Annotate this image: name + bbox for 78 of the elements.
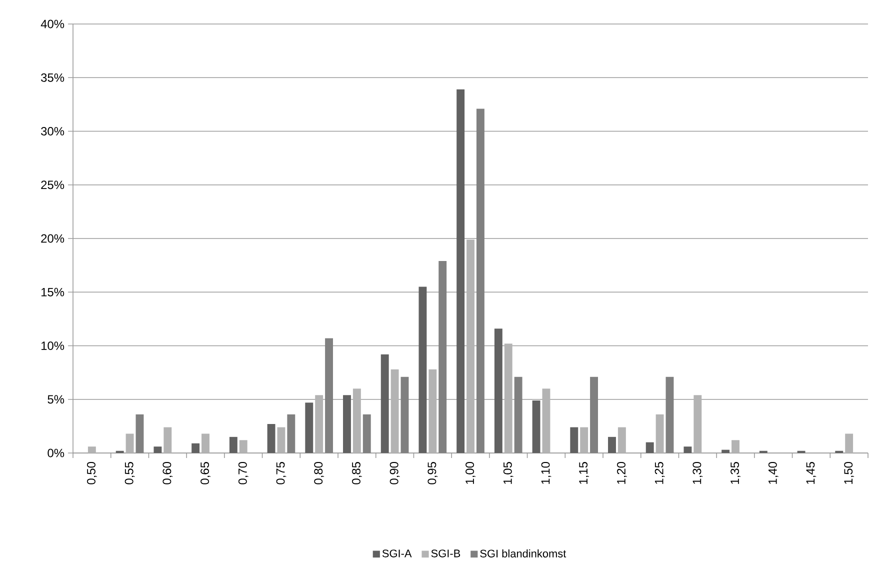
x-tick-label: 1,00 [466,462,476,484]
bar [418,286,427,453]
bar [126,434,134,453]
legend-label: SGI-A [382,550,412,558]
bar [267,424,276,453]
bar [514,376,522,453]
bar [362,414,371,453]
bar [343,395,351,453]
bar [380,354,389,453]
bar [400,376,409,453]
x-tick-label: 1,05 [503,462,514,484]
bar [154,446,162,453]
bar [608,436,616,453]
bar [88,446,96,453]
bar [428,369,437,453]
x-tick-label: 0,85 [352,462,362,484]
bar [305,402,314,453]
legend-label: SGI blandinkomst [480,549,566,558]
x-tick-label: 0,50 [86,462,97,484]
bar [476,108,484,453]
bar [352,388,361,453]
y-tick-label: 5% [48,395,64,404]
y-tick-label: 40% [40,20,64,28]
x-tick-label: 0,70 [238,462,248,484]
bar [646,442,654,453]
x-tick-label: 0,55 [124,462,135,484]
x-tick-label: 0,65 [200,462,210,484]
bar [732,440,740,453]
bar [494,328,502,453]
x-tick-label: 0,60 [162,462,173,484]
bar [570,427,578,453]
bar [466,240,474,453]
x-tick-label: 1,40 [768,462,778,484]
y-tick-label: 0% [48,448,64,458]
x-tick-label: 0,80 [314,462,324,484]
bar [532,400,540,453]
bar [202,434,210,453]
bar [239,440,248,453]
bar [164,427,172,453]
y-tick-label: 10% [41,342,64,350]
bar [229,436,238,453]
x-tick-label: 1,20 [617,462,627,484]
bar [315,395,324,453]
bar [542,388,550,453]
bar [390,369,399,453]
x-tick-label: 1,15 [579,462,589,484]
bar [504,344,512,453]
x-tick-label: 1,25 [654,462,665,484]
bar [277,427,286,453]
bar [287,414,296,453]
bar [845,434,854,453]
y-tick-label: 30% [41,127,64,136]
bar [580,427,588,453]
bar [456,89,465,453]
x-tick-label: 0,90 [390,462,400,484]
bar [656,414,664,453]
y-tick-label: 25% [41,180,64,190]
bar [438,261,447,453]
bar [192,443,200,453]
bar [684,446,692,453]
x-tick-label: 1,50 [844,462,854,484]
x-tick-label: 1,10 [541,462,552,484]
bar [590,376,598,453]
bar [666,376,674,453]
legend-label: SGI-B [431,550,460,558]
y-tick-label: 15% [41,288,64,296]
x-tick-label: 0,75 [276,462,286,484]
x-tick-label: 0,95 [428,462,438,484]
bar [325,338,333,453]
bar [136,414,144,453]
y-tick-label: 35% [41,73,64,82]
bar [722,450,730,453]
x-tick-label: 1,35 [730,462,740,484]
x-tick-label: 1,30 [692,462,703,484]
bar [694,395,702,453]
bar [618,427,626,453]
y-tick-label: 20% [41,234,64,243]
x-tick-label: 1,45 [806,462,816,484]
